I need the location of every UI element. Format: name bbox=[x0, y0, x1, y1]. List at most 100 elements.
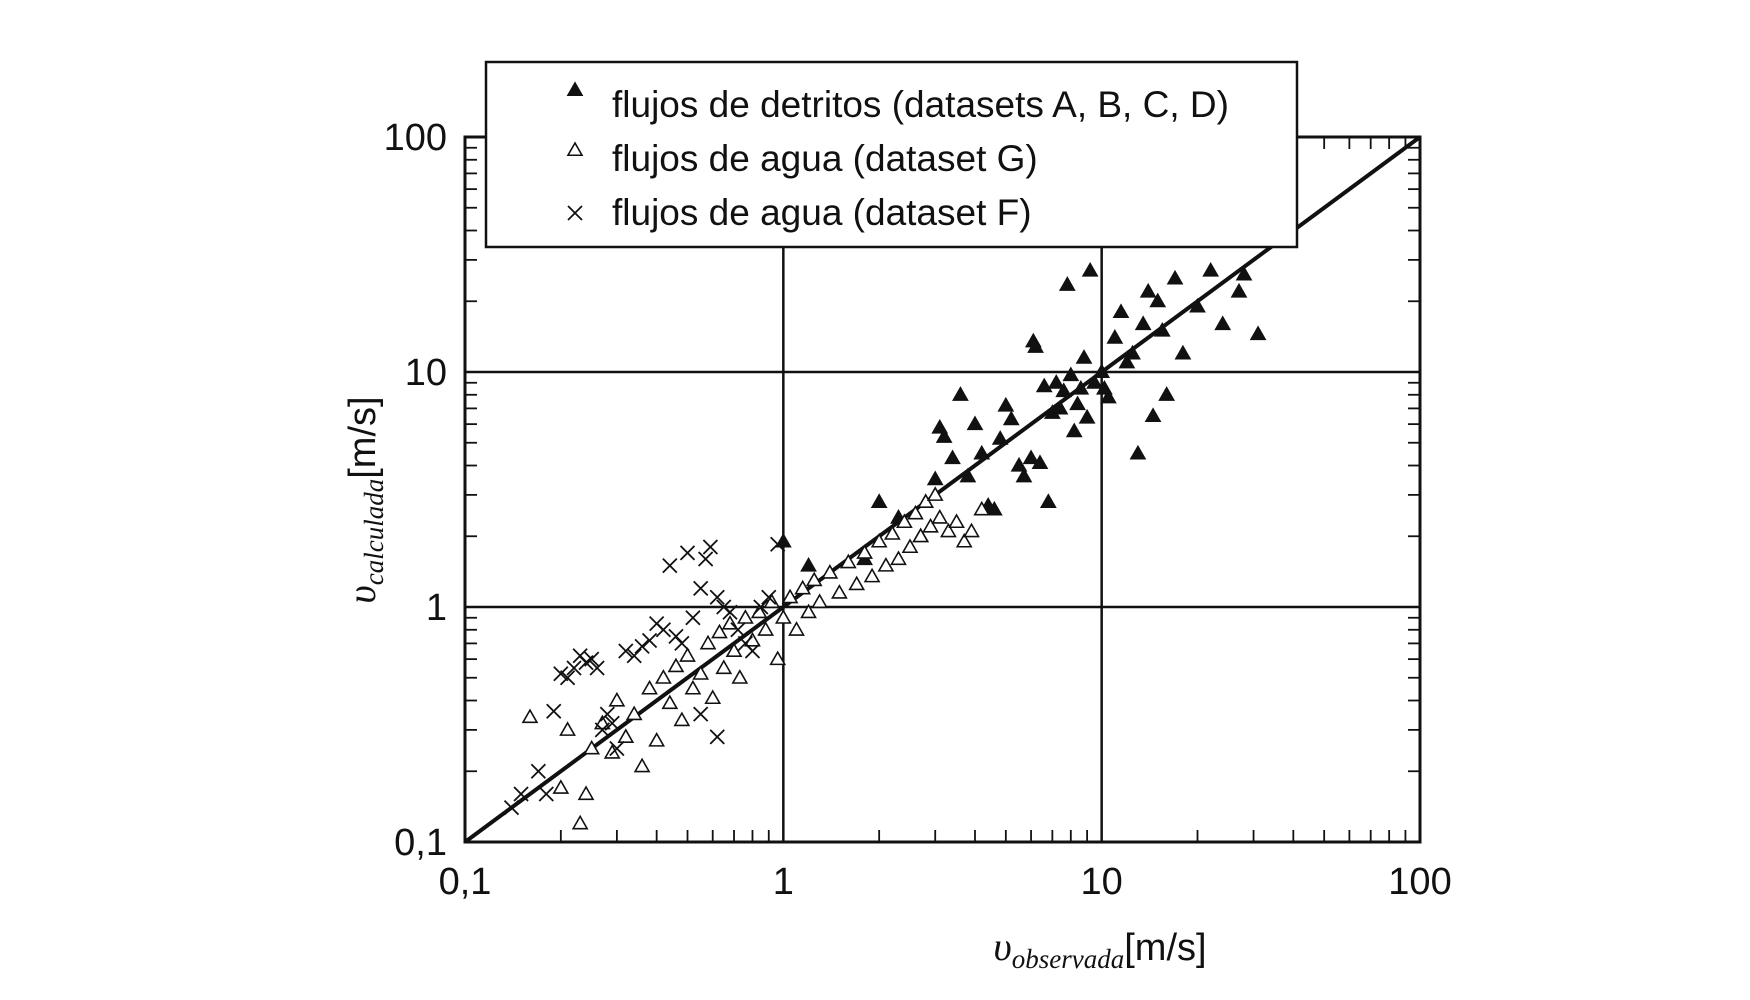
point-water-flow-g bbox=[633, 757, 651, 773]
point-debris-flow bbox=[1189, 297, 1206, 313]
y-tick-labels: 0,1 1 10 100 bbox=[384, 117, 447, 864]
point-debris-flow bbox=[1047, 374, 1065, 389]
point-water-flow-f bbox=[761, 589, 777, 605]
point-water-flow-g bbox=[617, 728, 635, 743]
point-water-flow-g bbox=[788, 621, 805, 636]
point-debris-flow bbox=[1093, 363, 1111, 379]
point-debris-flow bbox=[935, 428, 953, 443]
legend-marker-debris bbox=[566, 81, 584, 97]
point-water-flow-f bbox=[655, 622, 672, 638]
point-water-flow-g bbox=[926, 486, 944, 501]
point-debris-flow bbox=[944, 449, 961, 465]
point-water-flow-g bbox=[870, 532, 888, 548]
point-water-flow-g bbox=[895, 513, 913, 529]
point-water-flow-f bbox=[693, 580, 709, 597]
point-water-flow-g bbox=[890, 550, 907, 566]
point-water-flow-g bbox=[821, 564, 839, 579]
point-debris-flow bbox=[973, 444, 991, 460]
point-debris-flow bbox=[1166, 269, 1184, 285]
point-water-flow-g bbox=[641, 679, 658, 695]
point-debris-flow bbox=[1015, 467, 1033, 483]
point-debris-flow bbox=[1134, 315, 1152, 331]
y-axis-unit: [m/s] bbox=[342, 396, 384, 478]
point-water-flow-g bbox=[811, 593, 828, 609]
point-debris-flow bbox=[1072, 379, 1090, 395]
point-debris-flow bbox=[1118, 353, 1136, 369]
point-water-flow-g bbox=[883, 525, 901, 540]
point-water-flow-f bbox=[553, 666, 569, 682]
point-water-flow-f bbox=[641, 632, 658, 649]
point-water-flow-g bbox=[774, 609, 792, 624]
point-water-flow-g bbox=[973, 500, 991, 516]
point-debris-flow bbox=[966, 415, 984, 431]
point-debris-flow bbox=[1202, 262, 1220, 277]
point-debris-flow bbox=[870, 493, 888, 508]
point-water-flow-f bbox=[709, 589, 725, 605]
point-water-flow-f bbox=[513, 786, 529, 802]
x-tick-label: 100 bbox=[1388, 861, 1451, 903]
point-water-flow-g bbox=[603, 744, 621, 759]
point-water-flow-f bbox=[589, 660, 605, 676]
point-water-flow-f bbox=[609, 740, 625, 757]
point-water-flow-f bbox=[566, 660, 582, 676]
point-water-flow-f bbox=[599, 706, 615, 722]
point-water-flow-f bbox=[618, 643, 634, 659]
point-water-flow-g bbox=[794, 579, 812, 595]
point-water-flow-f bbox=[662, 557, 678, 574]
point-debris-flow bbox=[1027, 338, 1044, 353]
x-tick-label: 10 bbox=[1081, 861, 1123, 903]
point-water-flow-g bbox=[901, 538, 919, 554]
legend: flujos de detritos (datasets A, B, C, D)… bbox=[484, 60, 1299, 249]
point-debris-flow bbox=[1112, 303, 1130, 319]
point-debris-flow bbox=[1002, 410, 1020, 426]
point-water-flow-f bbox=[770, 536, 786, 552]
point-water-flow-f bbox=[685, 610, 701, 626]
point-water-flow-g bbox=[805, 571, 823, 587]
point-debris-flow bbox=[952, 386, 969, 401]
point-debris-flow bbox=[959, 467, 977, 483]
point-water-flow-g bbox=[552, 779, 570, 794]
point-water-flow-g bbox=[917, 493, 935, 508]
point-debris-flow bbox=[1129, 444, 1147, 460]
point-debris-flow bbox=[1106, 329, 1124, 344]
point-debris-flow bbox=[1058, 276, 1076, 291]
point-debris-flow bbox=[1081, 262, 1099, 277]
point-water-flow-g bbox=[711, 623, 728, 639]
point-water-flow-g bbox=[912, 527, 930, 543]
point-debris-flow bbox=[1174, 344, 1192, 360]
point-water-flow-g bbox=[704, 689, 722, 705]
point-water-flow-g bbox=[715, 659, 733, 675]
point-water-flow-f bbox=[744, 643, 761, 659]
point-debris-flow bbox=[1139, 282, 1157, 298]
point-water-flow-g bbox=[848, 575, 866, 591]
y-axis-label: υcalculada[m/s] bbox=[339, 396, 389, 603]
point-water-flow-g bbox=[757, 621, 775, 636]
point-water-flow-g bbox=[583, 739, 601, 755]
legend-box bbox=[484, 60, 1299, 249]
point-debris-flow bbox=[1010, 456, 1028, 472]
point-water-flow-g bbox=[655, 669, 672, 684]
point-water-flow-g bbox=[571, 814, 589, 830]
y-axis-symbol: υ bbox=[339, 585, 384, 603]
point-debris-flow bbox=[1022, 449, 1040, 465]
point-debris-flow bbox=[1035, 377, 1053, 393]
point-water-flow-g bbox=[948, 513, 965, 529]
point-water-flow-g bbox=[737, 609, 754, 624]
point-debris-flow bbox=[1031, 454, 1049, 470]
point-debris-flow bbox=[1144, 407, 1162, 423]
point-water-flow-f bbox=[584, 651, 600, 667]
point-water-flow-g bbox=[831, 584, 848, 599]
point-debris-flow bbox=[1051, 399, 1069, 415]
point-debris-flow bbox=[1055, 382, 1073, 398]
point-water-flow-g bbox=[692, 665, 710, 680]
x-tick-label: 1 bbox=[773, 861, 794, 903]
point-water-flow-f bbox=[693, 706, 709, 722]
point-debris-flow bbox=[1214, 315, 1232, 331]
point-water-flow-g bbox=[673, 711, 691, 727]
point-water-flow-f bbox=[546, 703, 562, 719]
point-water-flow-g bbox=[608, 691, 626, 707]
point-debris-flow bbox=[997, 396, 1015, 412]
point-water-flow-g bbox=[521, 708, 539, 724]
point-water-flow-g bbox=[931, 509, 949, 524]
